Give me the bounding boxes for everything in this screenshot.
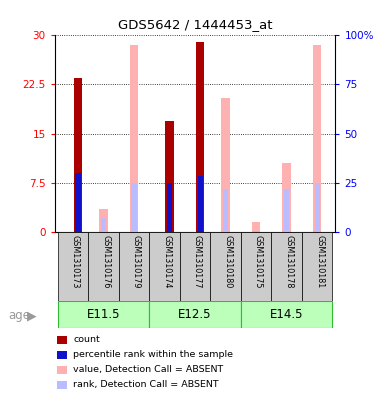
Text: E14.5: E14.5 <box>270 308 303 321</box>
Bar <box>314 183 320 232</box>
Text: GSM1310178: GSM1310178 <box>285 235 294 289</box>
Bar <box>167 183 172 232</box>
Bar <box>241 232 271 301</box>
Bar <box>282 163 291 232</box>
Bar <box>119 232 149 301</box>
Text: E11.5: E11.5 <box>87 308 120 321</box>
Text: ▶: ▶ <box>27 309 36 323</box>
Bar <box>74 78 82 232</box>
Bar <box>180 232 210 301</box>
Bar <box>221 97 230 232</box>
Bar <box>271 232 302 301</box>
Bar <box>131 183 136 232</box>
Bar <box>241 301 332 328</box>
Bar <box>223 189 228 232</box>
Text: GSM1310174: GSM1310174 <box>162 235 172 289</box>
Bar <box>76 173 81 232</box>
Text: GDS5642 / 1444453_at: GDS5642 / 1444453_at <box>118 18 272 31</box>
Bar <box>99 209 108 232</box>
Bar <box>149 232 180 301</box>
Bar <box>210 232 241 301</box>
Text: count: count <box>73 336 100 344</box>
Bar <box>284 189 289 232</box>
Text: percentile rank within the sample: percentile rank within the sample <box>73 351 233 359</box>
Bar <box>58 301 149 328</box>
Bar <box>313 45 321 232</box>
Text: GSM1310180: GSM1310180 <box>223 235 232 288</box>
Text: GSM1310173: GSM1310173 <box>71 235 80 289</box>
Text: GSM1310177: GSM1310177 <box>193 235 202 289</box>
Text: rank, Detection Call = ABSENT: rank, Detection Call = ABSENT <box>73 380 219 389</box>
Bar <box>165 121 174 232</box>
Bar <box>130 45 138 232</box>
Bar <box>198 176 203 232</box>
Bar <box>302 232 332 301</box>
Bar <box>101 218 106 232</box>
Text: age: age <box>9 309 30 322</box>
Bar <box>58 232 88 301</box>
Bar <box>252 222 260 232</box>
Text: E12.5: E12.5 <box>178 308 212 321</box>
Text: GSM1310181: GSM1310181 <box>315 235 324 288</box>
Text: value, Detection Call = ABSENT: value, Detection Call = ABSENT <box>73 365 223 374</box>
Bar <box>196 42 204 232</box>
Bar <box>88 232 119 301</box>
Text: GSM1310179: GSM1310179 <box>132 235 141 289</box>
Bar <box>149 301 241 328</box>
Text: GSM1310175: GSM1310175 <box>254 235 263 289</box>
Text: GSM1310176: GSM1310176 <box>101 235 110 289</box>
